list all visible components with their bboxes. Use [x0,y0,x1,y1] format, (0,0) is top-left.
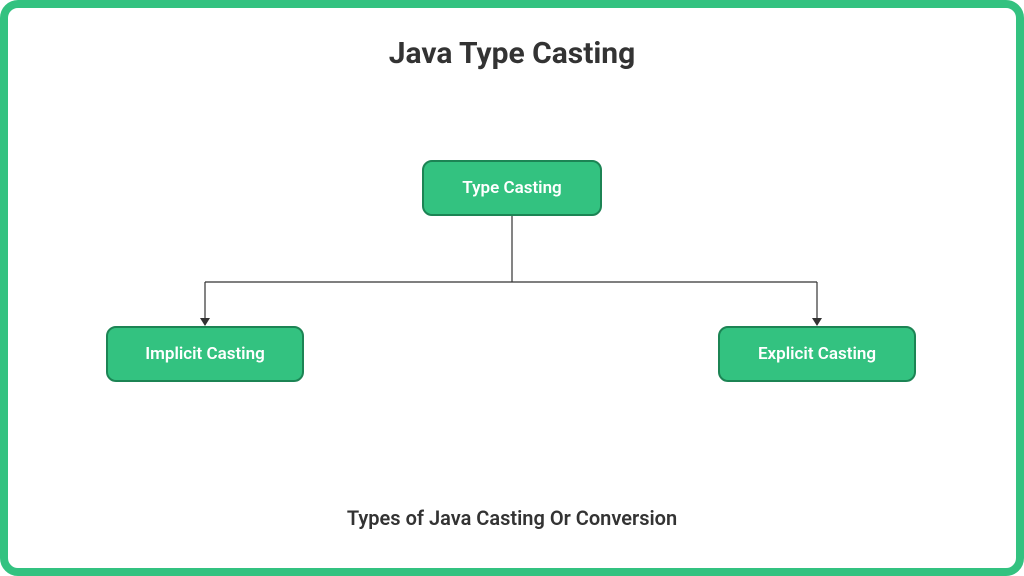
connector-lines [8,8,1016,568]
diagram-frame: Java Type Casting Type Casting Implicit … [0,0,1024,576]
node-root: Type Casting [422,160,602,216]
diagram-title: Java Type Casting [8,36,1016,71]
node-explicit: Explicit Casting [718,326,916,382]
node-implicit: Implicit Casting [106,326,304,382]
diagram-caption: Types of Java Casting Or Conversion [8,506,1016,530]
